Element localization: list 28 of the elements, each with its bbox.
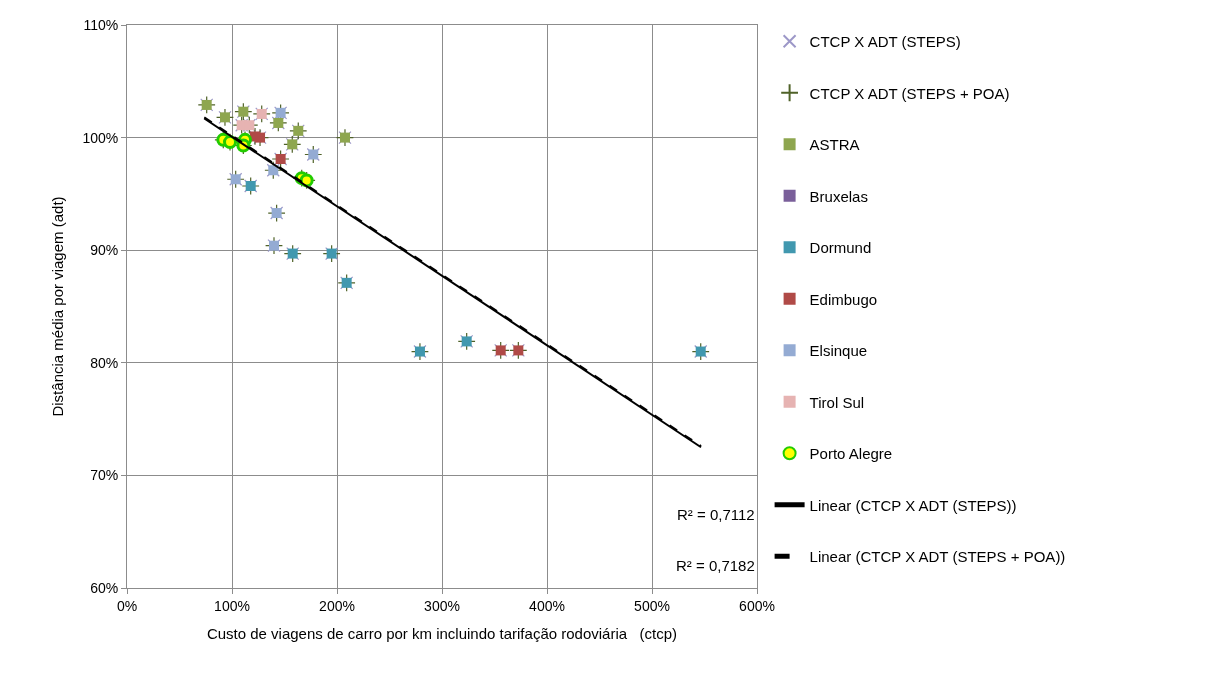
legend-label: Edimbugo — [809, 290, 878, 308]
legend-label: Tirol Sul — [809, 393, 865, 411]
annotation: R² = 0,7182 — [676, 557, 755, 574]
annotation: R² = 0,7112 — [677, 506, 755, 523]
legend-label: Linear (CTCP X ADT (STEPS + POA)) — [809, 548, 1066, 566]
legend-label: Porto Alegre — [809, 445, 893, 463]
x-tick-label: 400% — [529, 597, 565, 614]
x-tick-label: 600% — [739, 597, 775, 614]
legend-label: ASTRA — [809, 136, 860, 154]
y-tick-label: 100% — [82, 129, 119, 146]
legend-label: CTCP X ADT (STEPS) — [809, 33, 961, 51]
y-axis-title: Distância média por viagem (adt) — [48, 196, 66, 417]
y-tick-label: 80% — [90, 354, 119, 371]
legend-label: Linear (CTCP X ADT (STEPS)) — [809, 496, 1017, 514]
x-tick-label: 100% — [214, 597, 250, 614]
y-tick-label: 70% — [90, 467, 119, 484]
x-tick-label: 300% — [424, 597, 460, 614]
x-tick-label: 0% — [116, 597, 138, 614]
x-tick-label: 500% — [634, 597, 670, 614]
legend-label: Bruxelas — [809, 187, 868, 205]
y-tick-label: 90% — [90, 242, 119, 259]
y-tick-label: 60% — [90, 579, 119, 596]
x-tick-label: 200% — [319, 597, 355, 614]
legend-label: Dormund — [809, 239, 872, 257]
x-axis-title: Custo de viagens de carro por km incluindo tarifação rodoviária (ctcp) — [206, 624, 678, 642]
y-tick-label: 110% — [83, 16, 119, 33]
legend-label: Elsinque — [809, 342, 868, 360]
legend-label: CTCP X ADT (STEPS + POA) — [809, 84, 1010, 102]
